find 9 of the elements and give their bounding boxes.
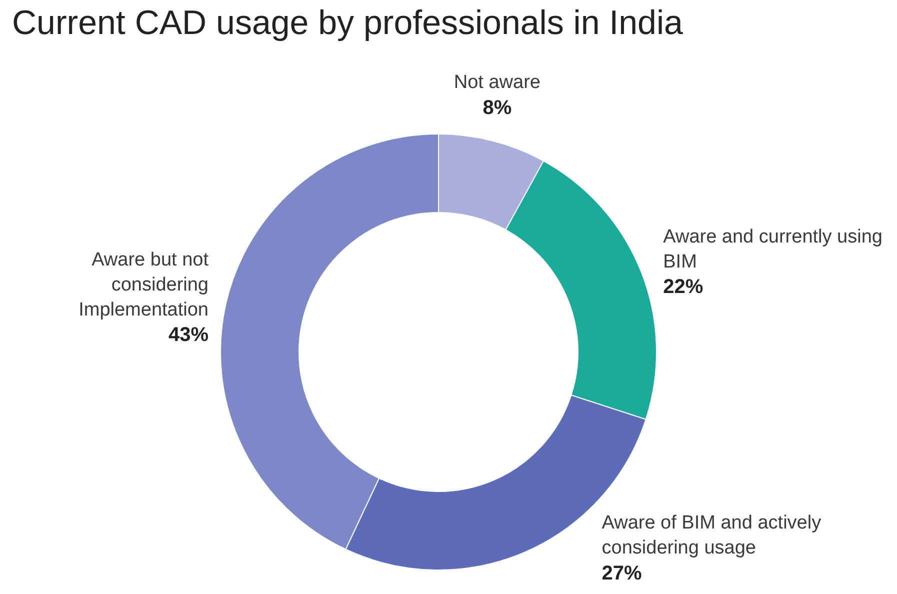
slice-label: Aware and currently using BIM [663,226,882,272]
slice-label: Not aware [454,72,540,94]
data-label: 43% [168,324,209,346]
slice-label: Aware but not considering Implementation [78,249,210,320]
chart-title: Current CAD usage by professionals in India [12,4,683,43]
data-label: 8% [482,96,512,119]
slice-label: Aware of BIM and actively considering usage [602,512,822,559]
data-label: 27% [602,562,642,585]
data-label: 22% [663,276,704,298]
